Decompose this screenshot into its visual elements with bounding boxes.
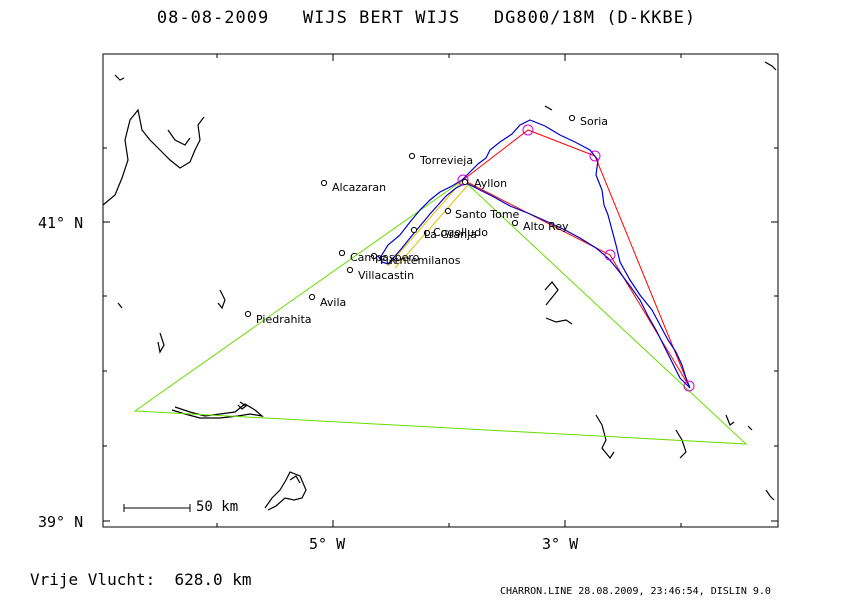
city-label-alto-rey: Alto Rey: [523, 220, 569, 233]
lat-label-41n: 41° N: [38, 214, 84, 232]
city-label-alcazaran: Alcazaran: [332, 181, 387, 194]
lat-label-39n: 39° N: [38, 513, 84, 531]
city-label-fuentemilanos: Fuentemilanos: [380, 254, 461, 267]
city-label-cogolludo: Cogolludo: [433, 226, 488, 239]
scale-bar-label: 50 km: [196, 499, 239, 515]
lon-label-5w: 5° W: [309, 535, 346, 553]
city-label-piedrahita: Piedrahita: [256, 313, 312, 326]
tick-marks: [103, 54, 778, 527]
city-dots: [244, 114, 576, 318]
city-label-campaspero: Campaspero: [350, 251, 420, 264]
turnpoints: [457, 124, 695, 392]
city-label-santo-tome: Santo Tome: [455, 208, 520, 221]
city-label-la-granja: La Granja: [424, 228, 477, 241]
water-outlines: [102, 61, 777, 511]
free-flight-distance: Vrije Vlucht: 628.0 km: [30, 570, 252, 589]
map-frame: [102, 53, 779, 528]
city-label-avila: Avila: [320, 296, 347, 309]
city-label-villacastin: Villacastin: [358, 269, 415, 282]
scale-bar: [123, 504, 191, 512]
chart-title: 08-08-2009 WIJS BERT WIJS DG800/18M (D-K…: [156, 8, 697, 28]
fai-triangle: [133, 179, 748, 445]
task-route: [462, 129, 690, 387]
start-legs: [387, 179, 469, 269]
city-label-ayllon: Ayllon: [474, 177, 508, 190]
footer-info: CHARRON.LINE 28.08.2009, 23:46:54, DISLI…: [500, 586, 771, 597]
city-label-torrevieja: Torrevieja: [420, 154, 474, 167]
city-label-soria: Soria: [580, 115, 609, 128]
lon-label-3w: 3° W: [542, 535, 579, 553]
